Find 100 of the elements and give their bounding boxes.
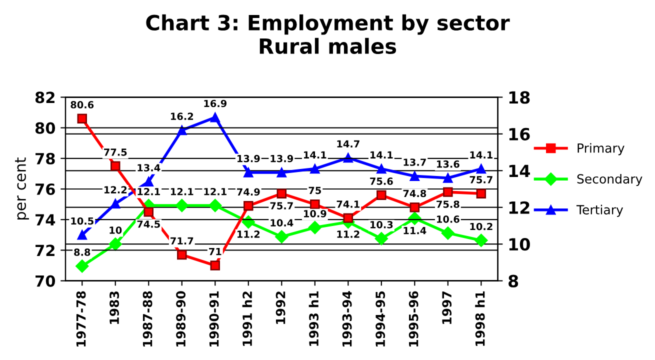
- point: [208, 198, 222, 212]
- y-tick-label: 80: [35, 122, 56, 134]
- data-label: 13.4: [138, 164, 160, 172]
- point: [476, 188, 486, 198]
- point: [343, 213, 354, 223]
- x-tick-label: 1987-88: [142, 291, 152, 346]
- y2-tick-label: 12: [509, 201, 530, 214]
- data-label: 12.1: [204, 188, 226, 196]
- y-axis-title: per cent: [15, 158, 29, 220]
- legend-label: Primary: [578, 143, 624, 156]
- x-tick-label: 1989-90: [176, 291, 186, 346]
- data-label: 14.1: [470, 151, 492, 158]
- point: [76, 260, 89, 273]
- y2-tick-label: 16: [509, 128, 530, 140]
- y2-tick-label: 14: [509, 164, 530, 177]
- point: [443, 187, 453, 197]
- data-label: 12.2: [104, 186, 127, 194]
- point: [376, 190, 386, 200]
- data-label: 11.4: [404, 227, 426, 234]
- y2-tick-label: 18: [509, 91, 530, 104]
- point: [308, 220, 322, 234]
- data-label: 16.2: [170, 112, 194, 120]
- point: [110, 198, 120, 209]
- x-tick-label: 1993-94: [342, 291, 352, 346]
- y-tick-label: 82: [35, 92, 54, 104]
- data-label: 14.1: [370, 151, 393, 158]
- point: [144, 207, 154, 217]
- data-label: 12.1: [138, 188, 160, 196]
- data-label: 77.5: [104, 148, 127, 156]
- data-label: 75.8: [436, 200, 460, 208]
- data-label: 11.2: [238, 230, 260, 238]
- point: [310, 199, 320, 210]
- point: [110, 161, 120, 171]
- x-tick-label: 1991 h2: [242, 292, 252, 346]
- data-label: 75.6: [370, 178, 393, 185]
- point: [410, 202, 420, 212]
- point: [275, 230, 288, 244]
- data-label: 13.7: [404, 158, 426, 166]
- y-tick-label: 78: [36, 152, 55, 164]
- point: [376, 164, 386, 174]
- data-label: 10.4: [270, 219, 294, 227]
- data-label: 10.9: [304, 210, 326, 218]
- point: [443, 173, 453, 183]
- y2-tick-label: 8: [508, 274, 518, 288]
- point: [276, 168, 287, 178]
- point: [77, 114, 87, 124]
- data-label: 16.9: [204, 100, 227, 108]
- data-label: 74.8: [403, 190, 426, 198]
- point: [108, 237, 122, 251]
- x-tick-label: 1977-78: [76, 291, 86, 346]
- y-tick-label: 72: [36, 244, 54, 256]
- data-label: 14.1: [304, 151, 326, 158]
- data-label: 10.2: [470, 222, 492, 230]
- y-tick-label: 74: [36, 214, 56, 226]
- data-label: 80.6: [70, 101, 94, 108]
- data-label: 10.5: [71, 217, 94, 225]
- data-label: 11.2: [337, 230, 360, 238]
- point: [441, 226, 455, 240]
- point: [144, 176, 154, 187]
- x-tick-label: 1997: [442, 292, 452, 324]
- point: [474, 234, 488, 247]
- chart-title: Chart 3: Employment by sector Rural males: [146, 14, 510, 54]
- legend-label: Tertiary: [576, 204, 624, 217]
- point: [374, 232, 388, 246]
- point: [210, 112, 220, 122]
- data-label: 13.9: [238, 154, 260, 162]
- data-label: 71: [209, 248, 222, 256]
- data-label: 75: [308, 186, 321, 194]
- data-label: 74.9: [237, 188, 260, 196]
- point: [276, 188, 287, 198]
- legend-label: Secondary: [577, 174, 642, 186]
- point: [476, 164, 486, 174]
- y-tick-label: 70: [36, 275, 56, 287]
- x-tick-label: 1995-96: [408, 291, 418, 346]
- data-label: 74.5: [137, 220, 160, 228]
- x-tick-label: 1993 h1: [308, 291, 319, 346]
- point: [210, 260, 220, 270]
- data-label: 12.1: [170, 188, 194, 196]
- x-tick-label: 1990-91: [209, 291, 219, 346]
- data-label: 10.6: [437, 215, 460, 223]
- data-label: 14.7: [337, 140, 360, 148]
- x-tick-label: 1998 h1: [475, 291, 485, 346]
- data-label: 75.7: [470, 176, 492, 184]
- point: [244, 200, 254, 211]
- x-tick-label: 1983: [110, 292, 120, 324]
- point: [177, 125, 187, 136]
- x-tick-label: 1992: [276, 292, 286, 324]
- data-label: 13.6: [437, 160, 460, 168]
- data-label: 74.1: [336, 200, 360, 208]
- point: [77, 230, 87, 240]
- data-label: 13.9: [270, 154, 294, 162]
- point: [177, 250, 187, 260]
- x-tick-label: 1994-95: [376, 291, 386, 346]
- data-label: 10: [110, 226, 122, 234]
- point: [175, 198, 188, 212]
- data-label: 8.8: [74, 248, 90, 256]
- point: [410, 171, 420, 182]
- point: [310, 164, 320, 174]
- data-label: 71.7: [170, 237, 194, 244]
- data-label: 75.7: [270, 202, 293, 210]
